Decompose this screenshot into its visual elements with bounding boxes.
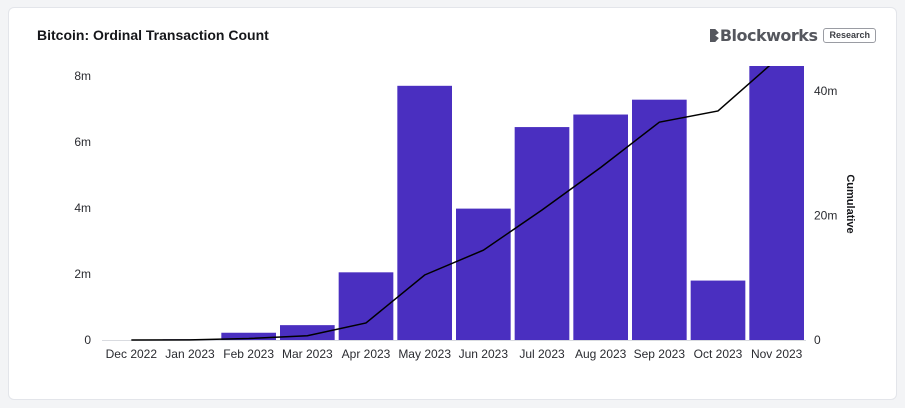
x-tick-label: Feb 2023 xyxy=(223,347,274,361)
y-left-tick-label: 8m xyxy=(74,69,91,83)
research-badge: Research xyxy=(823,28,876,43)
cumulative-line xyxy=(131,66,771,341)
bar-feb-2023 xyxy=(221,332,276,340)
y-right-axis-label: Cumulative xyxy=(844,174,856,233)
x-tick-label: Sep 2023 xyxy=(634,347,686,361)
y-right-tick-label: 20m xyxy=(814,208,837,222)
x-tick-label: Apr 2023 xyxy=(342,347,391,361)
bar-apr-2023 xyxy=(338,272,394,340)
y-right-tick-label: 40m xyxy=(814,84,837,98)
y-right-tick-label: 0 xyxy=(814,333,821,347)
x-tick-label: Nov 2023 xyxy=(751,347,803,361)
bar-jun-2023 xyxy=(456,208,511,340)
brand-logo: Blockworks xyxy=(709,26,818,45)
bar-oct-2023 xyxy=(690,280,746,340)
x-tick-label: Oct 2023 xyxy=(694,347,743,361)
bar-may-2023 xyxy=(397,85,452,341)
x-tick-label: Jul 2023 xyxy=(519,347,565,361)
bar-mar-2023 xyxy=(280,325,335,340)
y-left-tick-label: 2m xyxy=(74,267,91,281)
x-tick-label: Aug 2023 xyxy=(575,347,627,361)
x-tick-label: Mar 2023 xyxy=(282,347,333,361)
bar-aug-2023 xyxy=(573,114,628,340)
brand[interactable]: Blockworks Research xyxy=(709,26,876,45)
blockworks-logo-icon xyxy=(709,29,719,42)
x-tick-label: Jan 2023 xyxy=(165,347,215,361)
chart-card: Bitcoin: Ordinal Transaction Count Block… xyxy=(8,7,897,400)
x-tick-label: May 2023 xyxy=(398,347,451,361)
brand-name: Blockworks xyxy=(719,26,818,45)
x-tick-label: Jun 2023 xyxy=(459,347,509,361)
bar-jul-2023 xyxy=(514,127,570,340)
y-left-tick-label: 6m xyxy=(74,135,91,149)
bar-nov-2023 xyxy=(749,66,804,340)
chart-title: Bitcoin: Ordinal Transaction Count xyxy=(37,27,269,43)
y-left-tick-label: 0 xyxy=(84,333,91,347)
x-tick-label: Dec 2022 xyxy=(106,347,158,361)
bar-sep-2023 xyxy=(632,99,687,340)
y-left-tick-label: 4m xyxy=(74,201,91,215)
